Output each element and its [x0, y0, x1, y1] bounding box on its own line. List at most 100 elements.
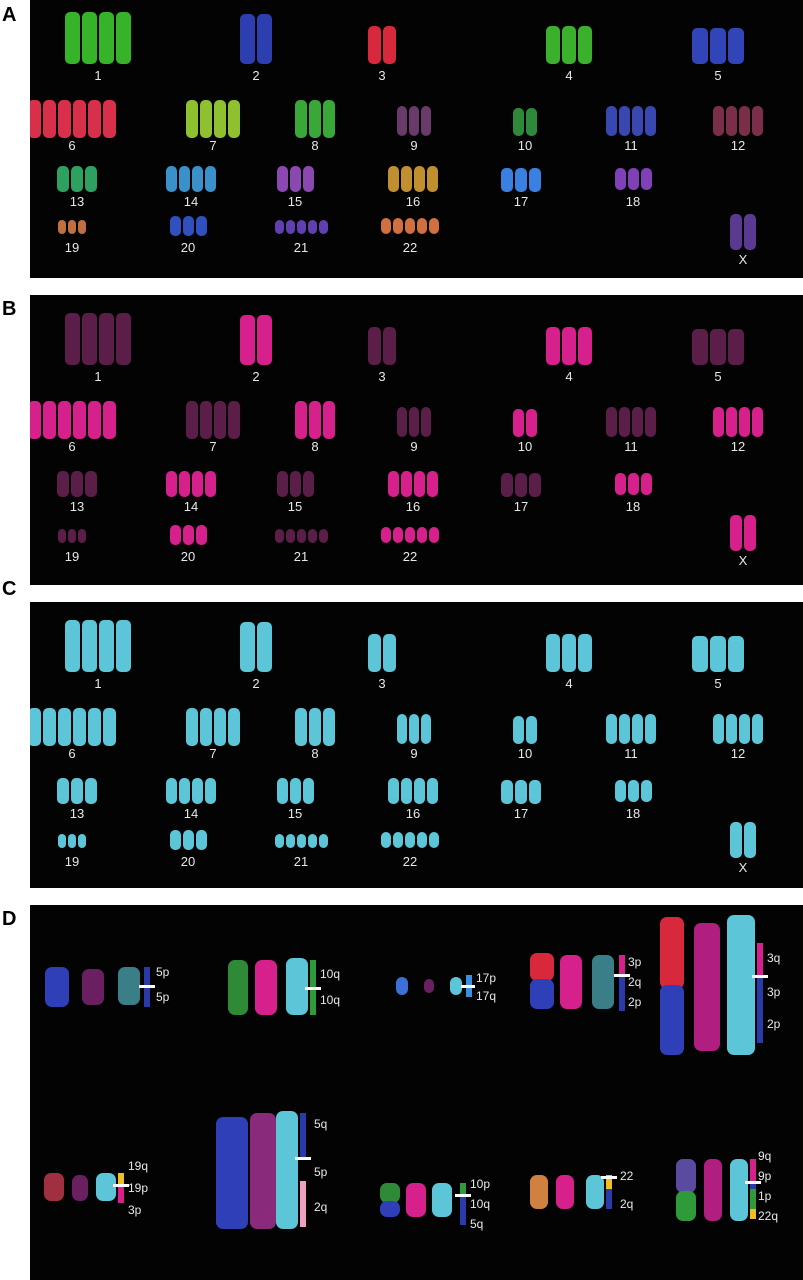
chromosome-image: [309, 401, 321, 439]
chromosome-image: [393, 218, 403, 234]
chromosome-image: [427, 471, 438, 497]
chromosome-image: [216, 1117, 248, 1229]
chromosome-image: [88, 100, 101, 138]
chromosome-image: [710, 636, 726, 672]
chromosome-image: [166, 778, 177, 804]
chromosome-image: [192, 471, 203, 497]
chromosome-image: [214, 100, 226, 138]
chromosome-image: [166, 166, 177, 192]
chromosome-label: 12: [730, 439, 746, 454]
segment-label: 5p: [156, 965, 170, 979]
chromosome-image: [182, 830, 194, 850]
chromosome-image: [285, 529, 295, 543]
chromosome-image: [704, 1159, 722, 1221]
chromosome-image: [397, 106, 407, 136]
chromosome-label: 3: [378, 369, 386, 384]
chromosome-image: [307, 834, 317, 848]
chromosome-label: 8: [311, 439, 319, 454]
color-bar: [750, 1181, 756, 1189]
panel-letter-c: C: [2, 578, 17, 600]
chromosome-image: [71, 778, 83, 804]
chromosome-image: [515, 473, 527, 497]
chromosome-label: 10: [517, 439, 533, 454]
chromosome-image: [302, 166, 314, 192]
chromosome-image: [713, 714, 724, 744]
chromosome-image: [739, 714, 750, 744]
segment-label: 5q: [470, 1217, 484, 1231]
chromosome-image: [381, 527, 391, 543]
chromosome-image: [179, 166, 190, 192]
chromosome-image: [228, 401, 240, 439]
chromosome-image: [560, 955, 582, 1009]
chromosome-image: [58, 100, 71, 138]
color-bar: [757, 975, 763, 1043]
segment-label: 2q: [628, 975, 642, 989]
chromosome-image: [409, 714, 419, 744]
chromosome-image: [752, 714, 763, 744]
chromosome-image: [556, 1175, 574, 1209]
chromosome-image: [727, 915, 755, 1055]
chromosome-image: [397, 714, 407, 744]
chromosome-image: [546, 26, 560, 64]
segment-label: 3p: [767, 985, 781, 999]
chromosome-image: [88, 401, 101, 439]
chromosome-image: [529, 473, 541, 497]
chromosome-image: [116, 313, 131, 365]
chromosome-image: [307, 529, 317, 543]
chromosome-image: [323, 708, 335, 746]
segment-label: 5p: [314, 1165, 328, 1179]
chromosome-image: [286, 958, 308, 1015]
chromosome-label: 15: [287, 499, 303, 514]
chromosome-image: [276, 778, 288, 804]
chromosome-image: [710, 28, 726, 64]
chromosome-image: [85, 166, 97, 192]
chromosome-image: [401, 166, 412, 192]
chromosome-image: [405, 832, 415, 848]
chromosome-image: [432, 1183, 452, 1217]
chromosome-image: [295, 401, 307, 439]
chromosome-image: [619, 407, 630, 437]
chromosome-image: [730, 1159, 748, 1221]
chromosome-label: 6: [68, 138, 76, 153]
chromosome-image: [397, 407, 407, 437]
chromosome-image: [302, 778, 314, 804]
chromosome-image: [169, 216, 181, 236]
chromosome-label: X: [738, 860, 748, 875]
chromosome-image: [240, 315, 255, 365]
chromosome-image: [427, 778, 438, 804]
chromosome-image: [676, 1191, 696, 1221]
chromosome-image: [186, 100, 198, 138]
chromosome-label: 21: [293, 549, 309, 564]
chromosome-image: [289, 471, 301, 497]
chromosome-image: [578, 634, 592, 672]
chromosome-image: [744, 214, 756, 250]
chromosome-label: 2: [252, 369, 260, 384]
chromosome-image: [99, 620, 114, 672]
chromosome-image: [513, 409, 524, 437]
chromosome-image: [530, 953, 554, 981]
segment-label: 17q: [476, 989, 497, 1003]
chromosome-label: 21: [293, 854, 309, 869]
panel-letter-a: A: [2, 4, 17, 26]
chromosome-image: [169, 830, 181, 850]
centromere-marker: [601, 1176, 617, 1179]
segment-label: 5q: [314, 1117, 328, 1131]
chromosome-label: 14: [183, 194, 199, 209]
color-bar: [750, 1159, 756, 1181]
chromosome-image: [388, 471, 399, 497]
chromosome-image: [529, 780, 541, 804]
chromosome-image: [632, 106, 643, 136]
chromosome-image: [295, 100, 307, 138]
chromosome-image: [614, 780, 626, 802]
chromosome-image: [728, 329, 744, 365]
chromosome-image: [186, 401, 198, 439]
segment-label: 1p: [758, 1189, 772, 1203]
chromosome-image: [228, 100, 240, 138]
chromosome-image: [692, 329, 708, 365]
chromosome-label: X: [738, 553, 748, 568]
chromosome-image: [276, 166, 288, 192]
chromosome-label: 15: [287, 194, 303, 209]
color-bar: [619, 955, 625, 975]
chromosome-image: [72, 1175, 88, 1201]
segment-label: 9q: [758, 1149, 772, 1163]
